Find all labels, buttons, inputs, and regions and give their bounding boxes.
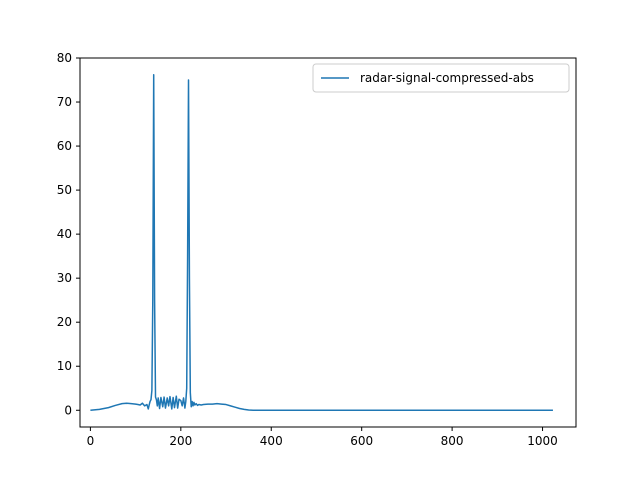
x-tick-label: 200 bbox=[169, 434, 192, 448]
y-tick-label: 20 bbox=[57, 315, 72, 329]
x-tick-label: 0 bbox=[87, 434, 95, 448]
series-line bbox=[90, 73, 553, 412]
y-tick-label: 80 bbox=[57, 51, 72, 65]
y-tick-label: 60 bbox=[57, 139, 72, 153]
legend-label: radar-signal-compressed-abs bbox=[360, 71, 534, 85]
legend-box bbox=[312, 63, 570, 93]
y-tick-label: 0 bbox=[64, 403, 72, 417]
y-tick-label: 70 bbox=[57, 95, 72, 109]
x-axis-ticks: 0 200 400 600 800 1000 bbox=[87, 427, 558, 448]
x-tick-label: 1000 bbox=[527, 434, 558, 448]
legend: radar-signal-compressed-abs bbox=[312, 63, 570, 93]
x-tick-label: 600 bbox=[350, 434, 373, 448]
y-tick-label: 30 bbox=[57, 271, 72, 285]
x-tick-label: 400 bbox=[260, 434, 283, 448]
y-tick-label: 40 bbox=[57, 227, 72, 241]
x-tick-label: 800 bbox=[441, 434, 464, 448]
y-tick-label: 10 bbox=[57, 359, 72, 373]
plot-frame bbox=[79, 57, 577, 428]
y-axis-ticks: 0 10 20 30 40 50 60 70 80 bbox=[57, 51, 80, 417]
y-tick-label: 50 bbox=[57, 183, 72, 197]
